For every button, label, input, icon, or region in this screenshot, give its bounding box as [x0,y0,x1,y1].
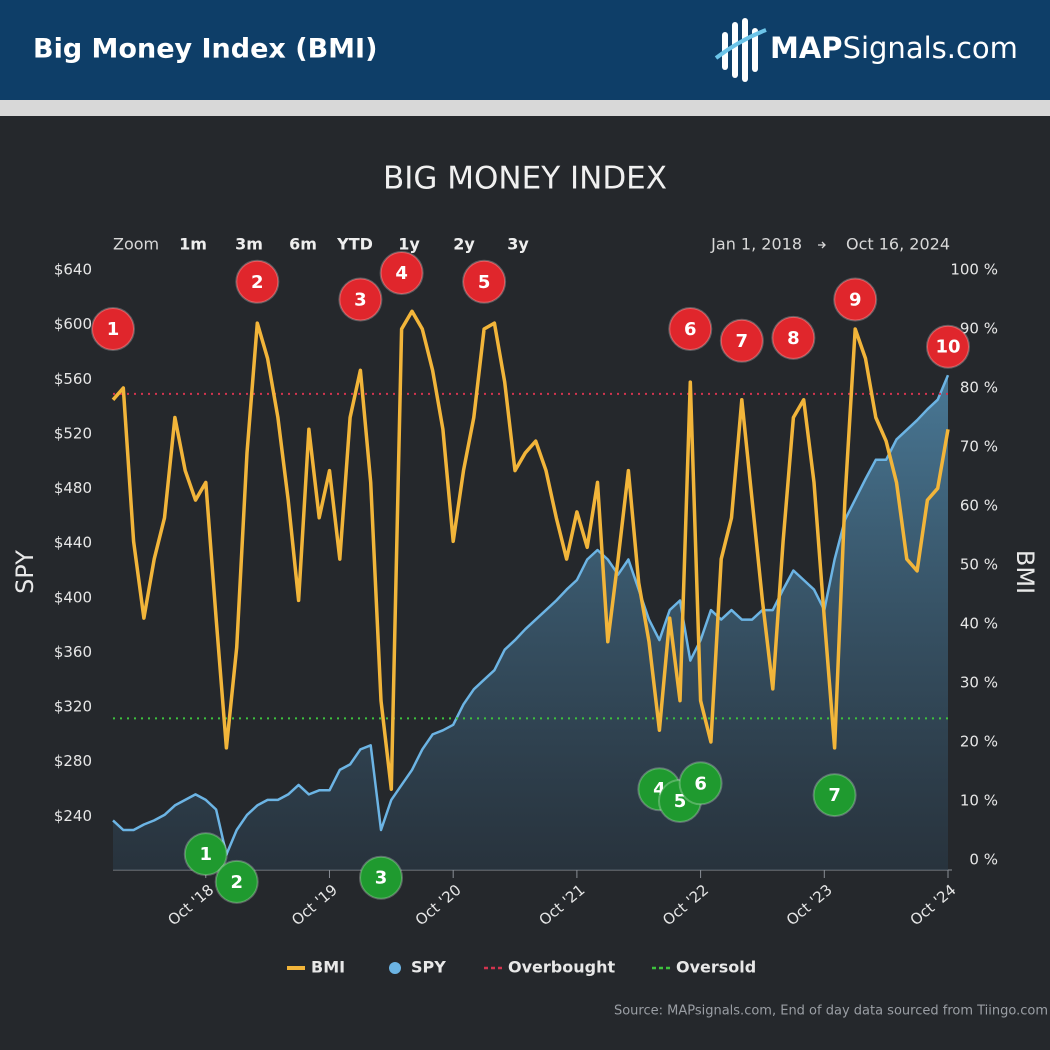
signal-marker [379,250,424,295]
signal-marker [678,761,723,806]
logo-icon [714,18,767,82]
signal-label: 8 [787,328,800,349]
logo-rest: Signals.com [843,31,1018,65]
y-tick-label: $360 [54,643,92,661]
signal-marker [462,259,507,304]
zoom-button[interactable]: 3m [235,235,263,254]
zoom-button[interactable]: 1y [398,235,420,254]
signal-label: 6 [684,319,697,340]
zoom-button[interactable]: 1m [179,235,207,254]
signal-label: 7 [736,331,749,352]
signal-marker [719,318,764,363]
y2-tick-label: 0 % [969,851,998,869]
legend-label: SPY [411,958,446,977]
date-to[interactable]: Oct 16, 2024 [846,235,950,254]
signal-marker [338,277,383,322]
signal-label: 3 [375,868,388,889]
signal-label: 2 [230,872,243,893]
y2-tick-label: 60 % [960,497,998,515]
signal-marker [926,324,970,369]
y2-tick-label: 10 % [960,792,998,810]
zoom-button[interactable]: 3y [507,235,529,254]
y-axis-title: SPY [11,550,39,594]
legend-label: BMI [311,958,345,977]
signal-label: 5 [478,272,491,293]
spy-line [112,374,950,856]
signal-label: 6 [694,773,707,794]
signal-label: 1 [200,844,213,865]
y-tick-label: $640 [54,261,92,279]
signal-label: 5 [674,791,687,812]
signal-label: 7 [828,785,841,806]
legend-swatch [389,962,401,974]
legend-label: Oversold [676,958,756,977]
signal-marker [235,259,280,304]
y-tick-label: $240 [54,807,92,825]
signal-label: 1 [107,319,120,340]
signal-label: 2 [251,272,264,293]
y2-axis-title: BMI [1011,550,1039,594]
signal-marker [91,307,135,351]
zoom-label: Zoom [113,235,159,254]
zoom-button[interactable]: YTD [336,235,373,254]
y-tick-label: $440 [54,534,92,552]
y2-tick-label: 100 % [950,261,998,279]
y2-tick-label: 50 % [960,556,998,574]
source-note: Source: MAPsignals.com, End of day data … [614,1004,1048,1019]
y-tick-label: $520 [54,424,92,442]
y-tick-label: $480 [54,479,92,497]
signal-marker [183,832,228,877]
date-arrow [818,241,826,249]
signal-marker [359,855,404,900]
y2-tick-label: 90 % [960,320,998,338]
legend-label: Overbought [508,958,615,977]
date-from[interactable]: Jan 1, 2018 [710,235,802,254]
zoom-button[interactable]: 6m [289,235,317,254]
signal-marker [833,277,878,322]
bmi-line [111,309,950,791]
separator [0,100,1050,116]
y2-tick-label: 30 % [960,674,998,692]
spy-area [113,375,948,870]
zoom-button[interactable]: 2y [453,235,475,254]
signal-label: 9 [849,290,862,311]
y2-tick-label: 80 % [960,379,998,397]
y-tick-label: $560 [54,370,92,388]
signal-label: 4 [395,263,408,284]
y-tick-label: $280 [54,752,92,770]
signal-marker [812,773,857,818]
signal-marker [668,307,713,351]
y2-tick-label: 70 % [960,438,998,456]
header-band [0,0,1050,100]
signal-label: 3 [354,290,367,311]
logo-bold: MAP [770,31,843,65]
y-tick-label: $320 [54,698,92,716]
header-title: Big Money Index (BMI) [33,34,377,65]
logo-text: MAPSignals.com [770,31,1018,65]
signal-marker [771,315,816,360]
signal-marker [214,859,259,904]
y2-tick-label: 40 % [960,615,998,633]
y2-tick-label: 20 % [960,733,998,751]
y-tick-label: $400 [54,588,92,606]
chart-title: BIG MONEY INDEX [383,161,667,197]
y-tick-label: $600 [54,315,92,333]
signal-label: 10 [935,337,960,358]
